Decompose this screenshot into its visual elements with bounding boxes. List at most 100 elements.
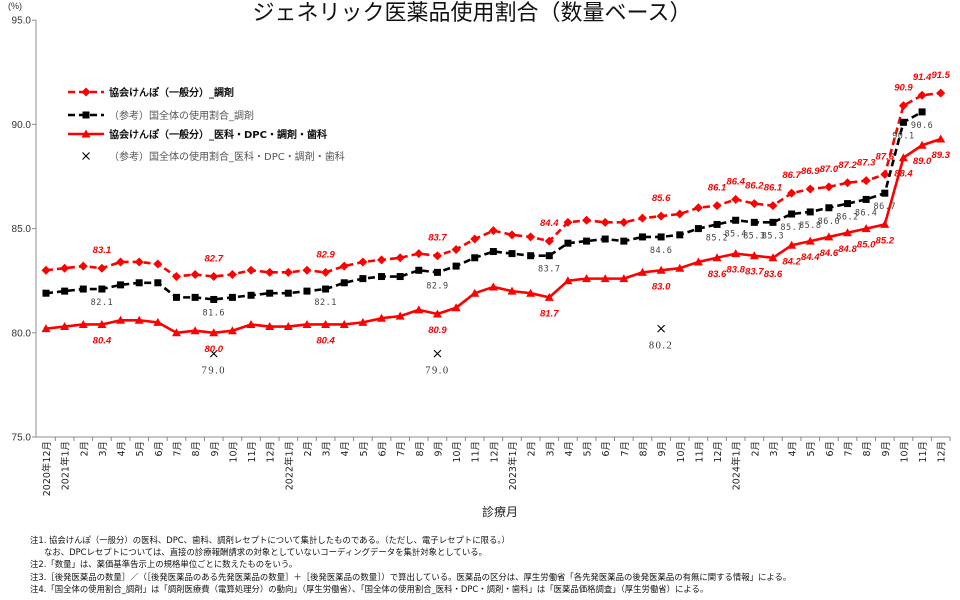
- data-point-kyokai-dispensing: [544, 236, 554, 246]
- data-point-national-dispensing: [638, 233, 646, 241]
- data-point-kyokai-dispensing: [656, 211, 666, 221]
- x-tick-label: 2月: [79, 441, 90, 457]
- data-point-kyokai-dispensing: [339, 261, 349, 271]
- data-label-national-dispensing: 86.2: [836, 213, 858, 223]
- data-label-kyokai-all-claims: 80.9: [428, 325, 447, 336]
- data-label-national-dispensing: 84.6: [650, 246, 672, 256]
- x-tick-label: 2020年12月: [41, 441, 53, 496]
- data-point-kyokai-all-claims: [171, 328, 181, 337]
- data-label-kyokai-dispensing: 91.4: [913, 72, 932, 83]
- data-point-kyokai-dispensing: [451, 244, 461, 254]
- data-point-kyokai-all-claims: [936, 134, 946, 143]
- data-label-kyokai-all-claims: 83.6: [708, 269, 727, 280]
- data-point-kyokai-all-claims: [619, 274, 629, 283]
- data-label-kyokai-dispensing: 82.7: [205, 254, 224, 265]
- y-tick-labels: 75.0 80.0 85.0 90.0 95.0: [12, 16, 32, 444]
- y-tick-label: 95.0: [12, 16, 32, 27]
- data-label-kyokai-all-claims: 84.4: [801, 252, 820, 263]
- x-tick-label: 3月: [769, 441, 780, 457]
- x-tick-label: 6月: [154, 441, 165, 457]
- data-label-kyokai-dispensing: 86.2: [745, 181, 764, 192]
- x-tick-label: 8月: [191, 441, 202, 457]
- y-tick-label: 75.0: [12, 433, 32, 444]
- x-tick-label: 7月: [396, 441, 407, 457]
- legend-swatch-kyokai-all-claims: [68, 129, 104, 138]
- data-point-kyokai-dispensing: [843, 178, 853, 188]
- data-label-kyokai-dispensing: 86.9: [801, 166, 820, 177]
- data-label-kyokai-dispensing: 86.1: [764, 183, 783, 194]
- data-point-national-dispensing: [527, 252, 535, 260]
- y-tick-label: 85.0: [12, 224, 32, 235]
- data-point-national-dispensing: [564, 239, 572, 247]
- data-point-kyokai-all-claims: [153, 317, 163, 326]
- data-label-kyokai-all-claims: 89.3: [931, 150, 950, 161]
- data-point-national-dispensing: [713, 220, 721, 228]
- data-point-kyokai-all-claims: [78, 319, 88, 328]
- data-point-national-dispensing: [620, 237, 628, 245]
- data-label-national-dispensing: 85.3: [762, 231, 784, 241]
- data-label-kyokai-dispensing: 86.7: [782, 170, 801, 181]
- data-point-kyokai-all-claims: [302, 319, 312, 328]
- data-point-national-dispensing: [881, 189, 889, 197]
- data-point-national-dispensing: [545, 252, 553, 260]
- data-point-kyokai-dispensing: [60, 263, 70, 273]
- data-point-national-dispensing: [210, 295, 218, 303]
- footnote-4: 注4.「国全体の使用割合_調剤」は「調剤医療費（電算処理分）の動向」（厚生労働省…: [30, 583, 709, 594]
- x-tick-label: 11月: [918, 441, 929, 463]
- data-point-national-dispensing: [378, 273, 386, 281]
- data-point-kyokai-all-claims: [582, 274, 592, 283]
- data-point-kyokai-all-claims: [488, 282, 498, 291]
- x-tick-label: 12月: [266, 441, 277, 463]
- footnotes: 注1. 協会けんぽ（一般分）の医科、DPC、歯科、調剤レセプトについて集計したも…: [30, 534, 955, 595]
- data-point-kyokai-dispensing: [731, 194, 741, 204]
- data-label-kyokai-dispensing: 87.3: [857, 158, 876, 169]
- data-point-kyokai-all-claims: [805, 236, 815, 245]
- data-point-kyokai-dispensing: [153, 259, 163, 269]
- data-point-national-dispensing: [806, 208, 814, 216]
- footnote-1-continued: なお、DPCレセプトについては、直接の診療報酬請求の対象としていないコーディング…: [44, 547, 487, 558]
- data-label-kyokai-all-claims: 83.7: [745, 267, 764, 278]
- data-point-kyokai-dispensing: [171, 272, 181, 282]
- data-label-kyokai-dispensing: 90.9: [894, 83, 913, 94]
- x-tick-label: 3月: [98, 441, 109, 457]
- data-point-kyokai-all-claims: [768, 253, 778, 262]
- data-point-kyokai-dispensing: [749, 199, 759, 209]
- data-point-kyokai-all-claims: [917, 140, 927, 149]
- x-tick-label: 10月: [452, 441, 463, 463]
- data-point-kyokai-all-claims: [377, 313, 387, 322]
- data-label-kyokai-dispensing: 87.6: [876, 151, 895, 162]
- data-label-national-dispensing: 86.0: [818, 217, 840, 227]
- x-tick-label: 5月: [135, 441, 146, 457]
- data-label-kyokai-dispensing: 82.9: [316, 249, 335, 260]
- data-point-national-dispensing: [98, 285, 106, 293]
- data-label-national-dispensing: 90.6: [911, 121, 933, 131]
- data-label-national-dispensing: 90.1: [892, 131, 914, 141]
- data-point-kyokai-dispensing: [246, 265, 256, 275]
- x-tick-label: 4月: [340, 441, 351, 457]
- legend-marker: [81, 129, 91, 138]
- data-label-kyokai-all-claims: 85.0: [857, 240, 876, 251]
- data-point-kyokai-all-claims: [358, 317, 368, 326]
- data-label-national-dispensing: 82.9: [426, 281, 448, 291]
- data-point-national-dispensing: [117, 281, 125, 289]
- data-label-national-dispensing: 85.8: [799, 221, 821, 231]
- x-tick-label: 10月: [228, 441, 239, 463]
- data-point-kyokai-dispensing: [358, 257, 368, 267]
- x-tick-label: 5月: [583, 441, 594, 457]
- data-label-kyokai-all-claims: 85.2: [876, 235, 895, 246]
- legend-marker: [81, 87, 91, 97]
- data-label-kyokai-dispensing: 86.1: [708, 183, 727, 194]
- data-label-kyokai-all-claims: 83.8: [726, 265, 745, 276]
- data-point-kyokai-all-claims: [283, 322, 293, 331]
- x-tick-label: 5月: [359, 441, 370, 457]
- data-point-national-dispensing: [489, 248, 497, 256]
- data-point-kyokai-dispensing: [526, 232, 536, 242]
- data-point-kyokai-dispensing: [600, 217, 610, 227]
- footnote-3: 注3.［後発医薬品の数量］／（［後発医薬品のある先発医薬品の数量］＋［後発医薬品…: [30, 571, 792, 582]
- data-point-kyokai-dispensing: [898, 101, 908, 111]
- x-tick-label: 9月: [881, 441, 892, 457]
- data-point-national-dispensing: [433, 268, 441, 276]
- legend-swatch-national-all-claims: [82, 152, 90, 160]
- x-tick-label: 2月: [303, 441, 314, 457]
- x-tick-label: 9月: [433, 441, 444, 457]
